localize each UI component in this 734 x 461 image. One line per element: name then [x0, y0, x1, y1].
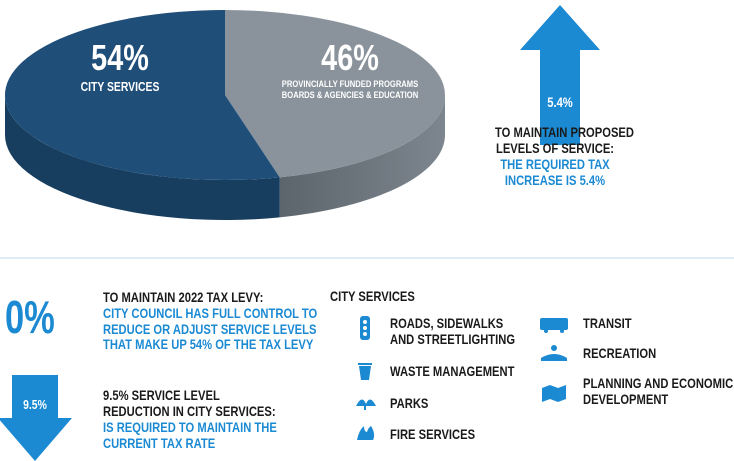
services-title: CITY SERVICES — [330, 288, 415, 304]
service-item: PLANNING AND ECONOMIC DEVELOPMENT — [583, 375, 734, 407]
service-item: PARKS — [390, 395, 429, 411]
levy-detail: CITY COUNCIL HAS FULL CONTROL TO REDUCE O… — [103, 305, 318, 353]
text-line: DEVELOPMENT — [583, 390, 669, 407]
service-item: ROADS, SIDEWALKS AND STREETLIGHTING — [390, 315, 516, 347]
service-item: RECREATION — [583, 345, 657, 361]
text-line: REDUCE OR ADJUST SERVICE LEVELS — [103, 320, 317, 337]
reduction-heading: 9.5% SERVICE LEVEL REDUCTION IN CITY SERV… — [103, 387, 276, 419]
pie-slice — [5, 10, 280, 180]
text-line: 9.5% SERVICE LEVEL — [103, 387, 220, 403]
arrow-label: 9.5% — [23, 397, 47, 412]
text-line: TO MAINTAIN PROPOSED — [495, 124, 634, 140]
slice-category: CITY SERVICES — [80, 79, 160, 94]
service-item: WASTE MANAGEMENT — [390, 363, 515, 379]
service-icons — [356, 316, 568, 440]
levy-big-label: 0% — [5, 291, 55, 343]
arrow-label: 5.4% — [547, 94, 573, 110]
text-line: THE REQUIRED TAX — [500, 156, 610, 172]
text-line: PLANNING AND ECONOMIC — [583, 375, 734, 391]
pie-slice-side — [279, 95, 445, 218]
pie-slice — [225, 10, 446, 178]
text-line: CURRENT TAX RATE — [103, 434, 216, 451]
text-line: AND STREETLIGHTING — [390, 330, 516, 347]
up-arrow — [520, 5, 600, 145]
text-line: REDUCTION IN CITY SERVICES: — [103, 402, 276, 419]
service-item: TRANSIT — [583, 315, 632, 331]
increase-heading: TO MAINTAIN PROPOSED LEVELS OF SERVICE: — [495, 124, 634, 156]
levy-heading: TO MAINTAIN 2022 TAX LEVY: — [103, 289, 264, 305]
down-arrow — [0, 375, 72, 461]
pie-slice-side — [5, 95, 280, 220]
reduction-detail: IS REQUIRED TO MAINTAIN THE CURRENT TAX R… — [103, 419, 277, 451]
text-line: LEVELS OF SERVICE: — [495, 139, 615, 156]
slice-value-label: 46% — [321, 37, 379, 78]
text-line: CITY COUNCIL HAS FULL CONTROL TO — [103, 305, 318, 321]
slice-category: PROVINCIALLY FUNDED PROGRAMS BOARDS & AG… — [281, 79, 419, 101]
text-line: ROADS, SIDEWALKS — [390, 315, 504, 331]
slice-value-label: 54% — [91, 37, 149, 78]
increase-detail: THE REQUIRED TAX INCREASE IS 5.4% — [495, 156, 615, 188]
text-line: IS REQUIRED TO MAINTAIN THE — [103, 419, 277, 435]
text-line: INCREASE IS 5.4% — [504, 171, 606, 188]
service-item: FIRE SERVICES — [390, 426, 476, 442]
text-line: THAT MAKE UP 54% OF THE TAX LEVY — [103, 336, 314, 353]
